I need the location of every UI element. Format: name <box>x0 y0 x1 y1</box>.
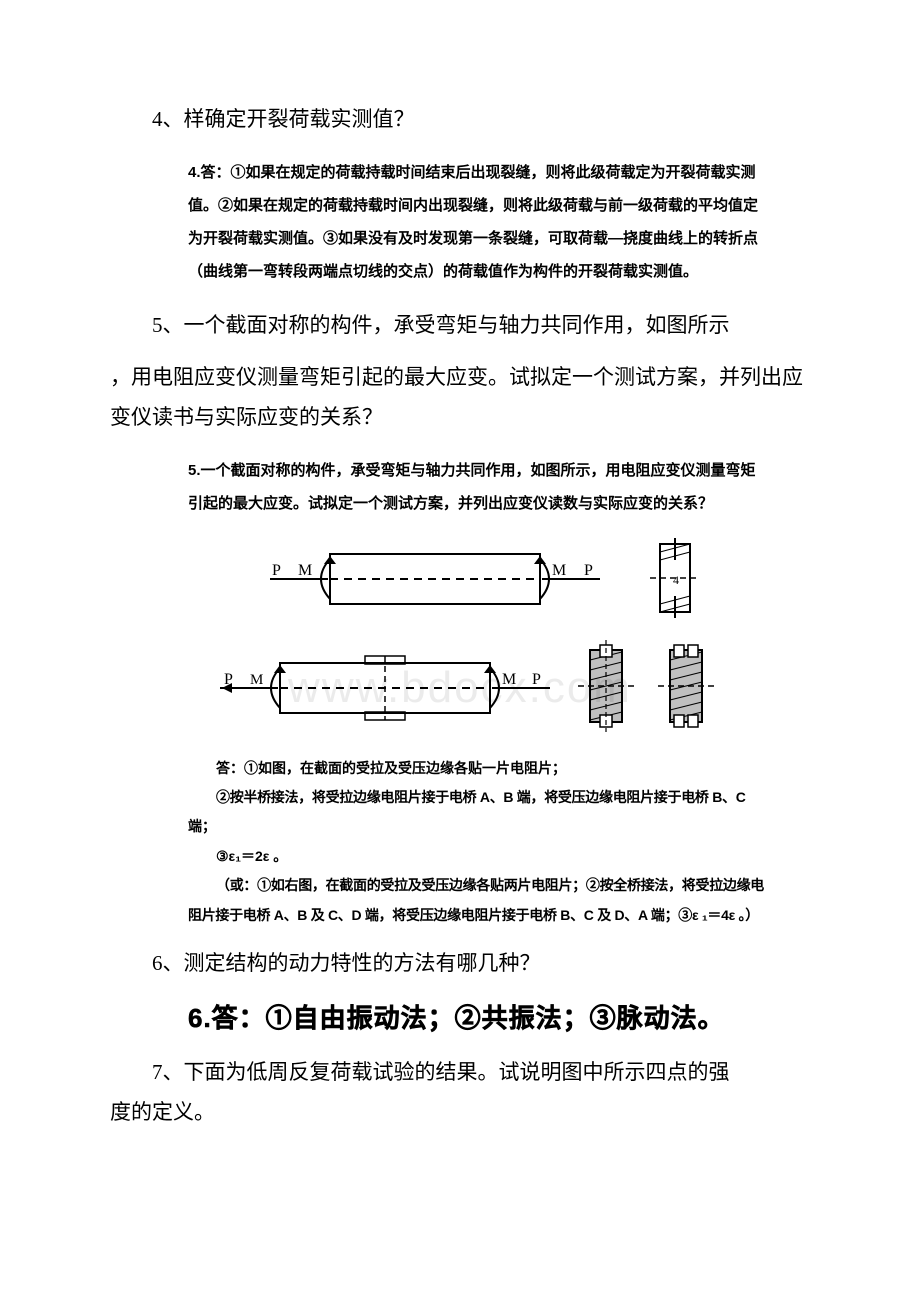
answer-5-l6: 阻片接于电桥 A、B 及 C、D 端，将受压边缘电阻片接于电桥 B、C 及 D、… <box>188 901 770 930</box>
svg-text:P: P <box>532 671 541 688</box>
answer-4: 4.答：①如果在规定的荷载持载时间结束后出现裂缝，则将此级荷载定为开裂荷载实测值… <box>110 152 810 292</box>
question-5-heading: 5.一个截面对称的构件，承受弯矩与轴力共同作用，如图所示，用电阻应变仪测量弯矩引… <box>110 450 810 524</box>
d1-left-P: P <box>272 562 281 579</box>
d1-right-P: P <box>584 562 593 579</box>
d1-left-M: M <box>298 562 312 579</box>
answer-6: 6.答：①自由振动法；②共振法；③脉动法。 <box>110 998 810 1035</box>
question-7-line2: 度的定义。 <box>110 1093 810 1133</box>
question-4: 4、样确定开裂荷载实测值？ <box>110 100 810 140</box>
answer-5-l1: 答：①如图，在截面的受拉及受压边缘各贴一片电阻片； <box>188 754 770 783</box>
question-6: 6、测定结构的动力特性的方法有哪几种？ <box>110 944 810 984</box>
question-5-line1: 5、一个截面对称的构件，承受弯矩与轴力共同作用，如图所示 <box>110 306 810 346</box>
diagram-2: www.bdocx.com P M M P <box>110 638 810 738</box>
answer-5-l2: ②按半桥接法，将受拉边缘电阻片接于电桥 A、B 端，将受压边缘电阻片接于电桥 B… <box>188 783 770 812</box>
question-7-line1: 7、下面为低周反复荷载试验的结果。试说明图中所示四点的强 <box>110 1053 810 1093</box>
svg-text:M: M <box>502 671 516 688</box>
d1-right-M: M <box>552 562 566 579</box>
answer-5-l5: （或：①如右图，在截面的受拉及受压边缘各贴两片电阻片；②按全桥接法，将受拉边缘电 <box>188 871 770 900</box>
diagram-1: P M M P 4 <box>110 534 810 624</box>
svg-text:M: M <box>250 672 263 688</box>
question-5-line2: ，用电阻应变仪测量弯矩引起的最大应变。试拟定一个测试方案，并列出应变仪读书与实际… <box>110 358 810 438</box>
answer-5-l3: 端； <box>188 812 770 841</box>
answer-5-l4: ③ε₁＝2ε 。 <box>188 842 770 871</box>
svg-text:P: P <box>224 671 233 688</box>
svg-text:4: 4 <box>673 573 679 587</box>
answer-5: 答：①如图，在截面的受拉及受压边缘各贴一片电阻片； ②按半桥接法，将受拉边缘电阻… <box>110 752 810 932</box>
